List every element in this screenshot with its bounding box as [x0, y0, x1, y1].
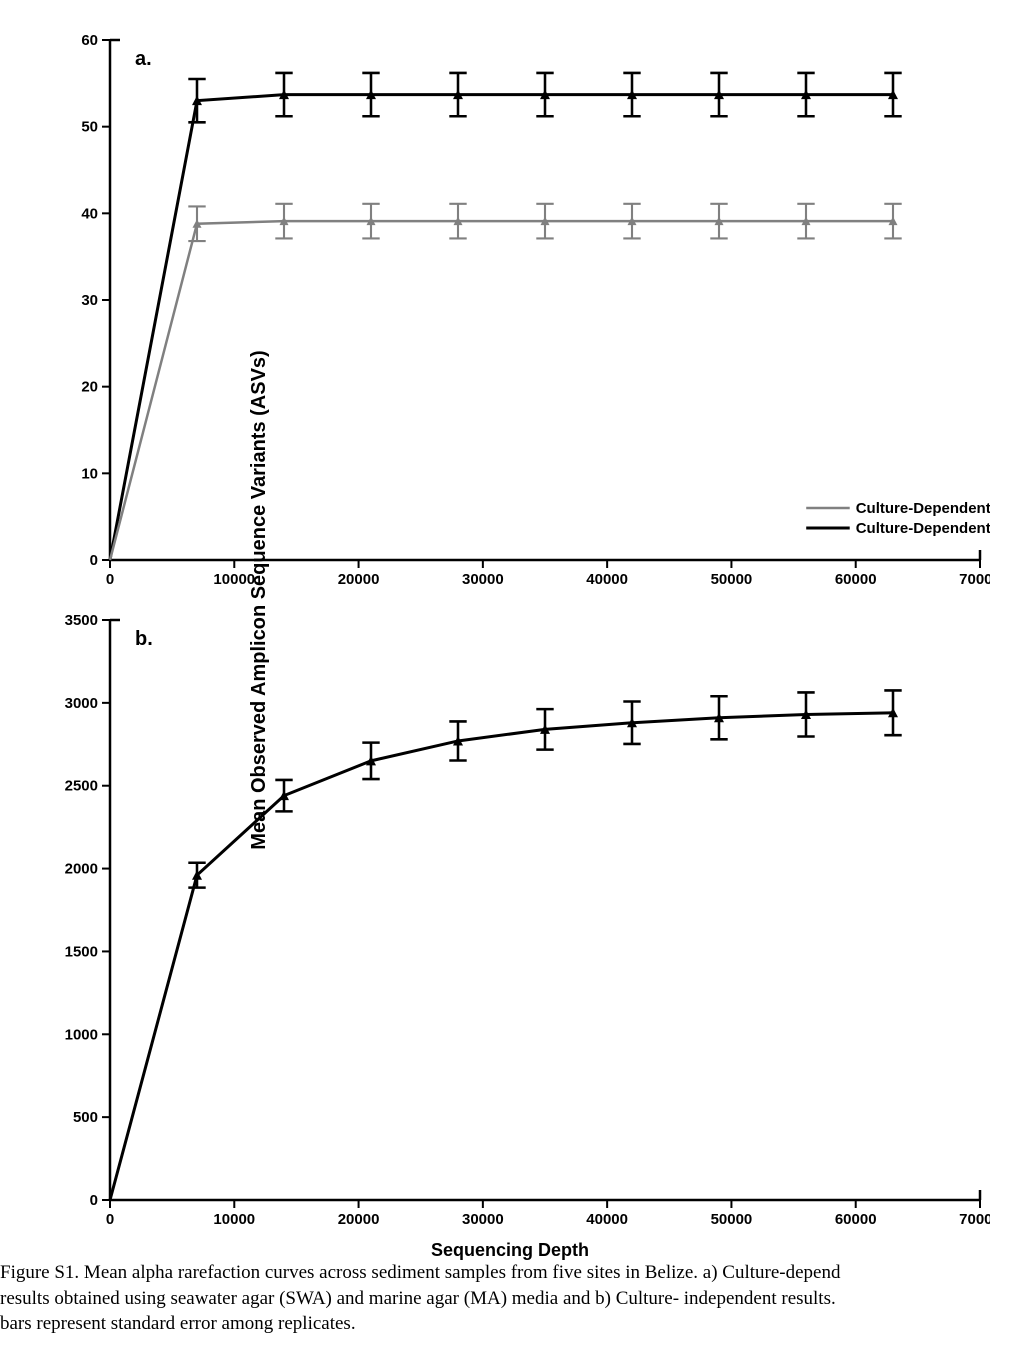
svg-text:10000: 10000 [213, 1211, 255, 1228]
svg-text:2000: 2000 [65, 861, 98, 878]
svg-text:3000: 3000 [65, 695, 98, 712]
svg-text:60000: 60000 [835, 571, 877, 588]
svg-text:50: 50 [81, 119, 98, 136]
svg-text:40000: 40000 [586, 1211, 628, 1228]
svg-text:0: 0 [106, 1211, 114, 1228]
caption-line-3: bars represent standard error among repl… [0, 1311, 1020, 1337]
svg-text:3500: 3500 [65, 612, 98, 629]
svg-text:70000: 70000 [959, 1211, 990, 1228]
svg-text:Culture-Dependent MA: Culture-Dependent MA [856, 500, 990, 517]
svg-text:20: 20 [81, 379, 98, 396]
x-axis-label: Sequencing Depth [0, 1240, 1020, 1261]
svg-text:20000: 20000 [338, 571, 380, 588]
svg-text:40000: 40000 [586, 571, 628, 588]
svg-text:1000: 1000 [65, 1026, 98, 1043]
page-root: Mean Observed Amplicon Sequence Variants… [0, 0, 1020, 1360]
svg-text:60000: 60000 [835, 1211, 877, 1228]
caption-line-2: results obtained using seawater agar (SW… [0, 1286, 1020, 1312]
svg-text:50000: 50000 [711, 571, 753, 588]
svg-text:Culture-Dependent SWA: Culture-Dependent SWA [856, 520, 990, 537]
svg-text:0: 0 [106, 571, 114, 588]
svg-text:500: 500 [73, 1109, 98, 1126]
svg-text:1500: 1500 [65, 943, 98, 960]
svg-text:40: 40 [81, 205, 98, 222]
svg-text:b.: b. [135, 628, 153, 650]
svg-text:a.: a. [135, 48, 152, 70]
svg-text:50000: 50000 [711, 1211, 753, 1228]
svg-text:30000: 30000 [462, 1211, 504, 1228]
svg-text:2500: 2500 [65, 778, 98, 795]
panel-a-chart: 0 10 20 30 40 50 60 0 10000 20000 30000 40000 50000 6… [55, 30, 990, 595]
caption-line-1: Figure S1. Mean alpha rarefaction curves… [0, 1260, 1020, 1286]
svg-text:0: 0 [90, 552, 98, 569]
svg-text:10: 10 [81, 465, 98, 482]
svg-text:20000: 20000 [338, 1211, 380, 1228]
svg-text:60: 60 [81, 32, 98, 49]
svg-text:70000: 70000 [959, 571, 990, 588]
figure-caption: Figure S1. Mean alpha rarefaction curves… [0, 1260, 1020, 1337]
svg-text:30000: 30000 [462, 571, 504, 588]
svg-text:30: 30 [81, 292, 98, 309]
svg-text:0: 0 [90, 1192, 98, 1209]
svg-text:10000: 10000 [213, 571, 255, 588]
panel-b-chart: 0 500 1000 1500 2000 2500 3000 3500 0 10000 20000 3… [55, 610, 990, 1235]
